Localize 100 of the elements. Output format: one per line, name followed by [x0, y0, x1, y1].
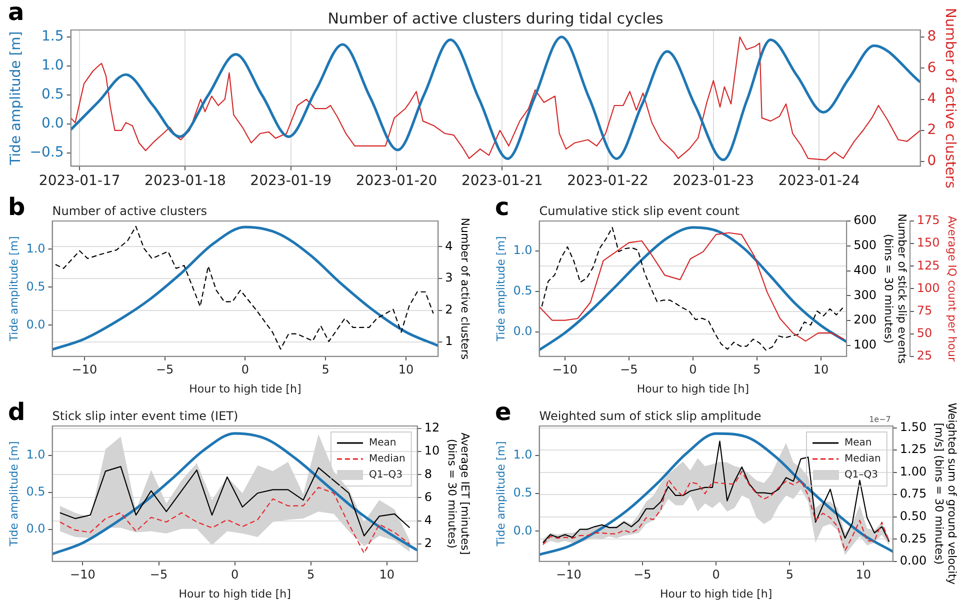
x-tick-label: −5	[620, 362, 638, 377]
x-tick-label: 5	[786, 568, 794, 582]
y2-tick-label: 2	[927, 122, 936, 138]
y-tick-label: 0.0	[42, 116, 64, 132]
x-tick-label: −5	[150, 568, 168, 582]
y2-tick-label: 1	[445, 334, 453, 348]
y-tick-label: 0.5	[26, 484, 46, 499]
y2-tick-label: 6	[424, 490, 432, 504]
y2-axis-title: Number of active clusters	[942, 8, 958, 188]
y2-tick-label: 4	[445, 238, 453, 253]
y2-tick-label: 4	[424, 512, 432, 527]
y2-axis-title: Weighted sum of ground velocity [m/s] (bins = 30 minutes)	[932, 402, 959, 586]
x-tick-label: 2023-01-19	[250, 173, 332, 190]
legend-label: Median	[844, 454, 881, 465]
y2-tick-label: 0.75	[900, 486, 927, 501]
x-tick-label: 2023-01-18	[144, 173, 226, 190]
annotation: Q1–Q3	[844, 470, 878, 481]
y-tick-label: 1.0	[42, 58, 64, 74]
legend-label: Mean	[368, 438, 396, 449]
text: e	[495, 398, 512, 426]
x-tick-label: 10	[813, 362, 829, 377]
x-tick-label: 0	[230, 568, 239, 582]
y2-tick-label: 12	[424, 420, 440, 435]
y2-axis-title: Average IET [minutes] (bins = 30 minutes)	[445, 432, 472, 555]
y3-tick-label: 125	[916, 258, 940, 272]
x-tick-label: −10	[552, 362, 578, 377]
y2-tick-label: 8	[424, 466, 432, 481]
y2-tick-label: 2	[424, 536, 432, 550]
legend-label: Mean	[844, 438, 872, 449]
x-axis-title: Hour to high tide [h]	[189, 382, 302, 396]
x-tick-label: 10	[398, 362, 414, 377]
x-tick-label: 2023-01-22	[567, 173, 648, 190]
y2-tick-label: 0	[927, 153, 936, 170]
y2-tick-label: 1.25	[900, 442, 927, 456]
y3-tick-label: 100	[916, 280, 940, 295]
y3-tick-label: 25	[916, 348, 932, 363]
x-tick-label: 2023-01-23	[672, 173, 754, 190]
y-axis-title: Tide amplitude [m]	[494, 236, 508, 342]
y2-tick-label: 10	[424, 444, 440, 458]
y-tick-label: 0.0	[513, 523, 532, 538]
y-axis-title: Tide amplitude [m]	[7, 441, 20, 548]
y2-tick-label: 3	[445, 270, 453, 285]
y2-tick-label: 400	[854, 262, 876, 277]
legend-label: Median	[368, 454, 406, 465]
y3-tick-label: 175	[916, 213, 940, 228]
y-tick-label: 1.0	[26, 448, 46, 462]
chart-title: Cumulative stick slip event count	[539, 204, 740, 218]
y3-axis-title: Average IQ count per hour	[946, 216, 959, 362]
x-tick-label: −10	[72, 362, 98, 377]
y-tick-label: 0.5	[513, 485, 532, 500]
line-series	[59, 486, 410, 554]
y-tick-label: 1.0	[513, 448, 532, 462]
annotation: Q1–Q3	[368, 470, 402, 481]
y2-tick-label: 2	[445, 302, 453, 316]
y2-tick-label: 6	[927, 60, 936, 76]
chart-title: Weighted sum of stick slip amplitude	[539, 409, 762, 424]
x-tick-label: −10	[70, 568, 96, 582]
y2-tick-label: 200	[854, 312, 876, 327]
text: b	[8, 193, 26, 222]
x-tick-label: −5	[634, 568, 652, 582]
chart-title: Number of active clusters	[52, 204, 208, 218]
x-tick-label: 2023-01-17	[38, 173, 120, 190]
y-tick-label: 1.5	[42, 28, 64, 45]
y-tick-label: 0.5	[26, 279, 46, 294]
y-axis-title: Tide amplitude [m]	[494, 441, 508, 548]
y-axis-title: Tide amplitude [m]	[8, 31, 24, 166]
y2-axis-title: Number of active clusters	[458, 218, 472, 360]
y-tick-label: 0.5	[513, 284, 532, 298]
y-tick-label: −0.5	[30, 144, 64, 161]
y2-tick-label: 600	[854, 213, 876, 228]
y-axis-title: Tide amplitude [m]	[7, 236, 20, 342]
x-tick-label: 10	[379, 568, 395, 582]
y2-tick-label: 1.00	[900, 464, 927, 478]
x-tick-label: 5	[307, 568, 315, 582]
y2-tick-label: 0.25	[900, 531, 927, 546]
x-tick-label: −5	[156, 362, 174, 377]
y2-tick-label: 1.50	[900, 420, 927, 434]
x-tick-label: 0	[712, 568, 720, 582]
x-tick-label: 10	[856, 568, 872, 582]
line-series	[542, 470, 890, 552]
y-tick-label: 1.0	[26, 241, 46, 256]
y2-tick-label: 4	[927, 90, 936, 107]
x-axis-title: Hour to high tide [h]	[178, 587, 291, 600]
x-tick-label: 0	[689, 362, 697, 377]
text: 1e−7	[869, 415, 891, 424]
x-tick-label: 5	[753, 362, 761, 377]
x-tick-label: −10	[556, 568, 582, 582]
y-tick-label: 0.5	[42, 86, 64, 103]
y-tick-label: 0.0	[513, 324, 532, 338]
text: d	[8, 398, 26, 426]
x-tick-label: 2023-01-21	[461, 173, 543, 190]
chart-title: Stick slip inter event time (IET)	[52, 409, 238, 424]
x-tick-label: 0	[241, 362, 250, 377]
y3-tick-label: 75	[916, 303, 932, 318]
y2-axis-title: Number of stick slip events (bins = 30 minutes)	[882, 214, 908, 364]
x-tick-label: 5	[322, 362, 330, 377]
x-axis-title: Hour to high tide [h]	[636, 382, 750, 396]
y3-tick-label: 50	[916, 326, 932, 340]
y-tick-label: 0.0	[26, 522, 46, 536]
y2-tick-label: 300	[854, 288, 876, 302]
